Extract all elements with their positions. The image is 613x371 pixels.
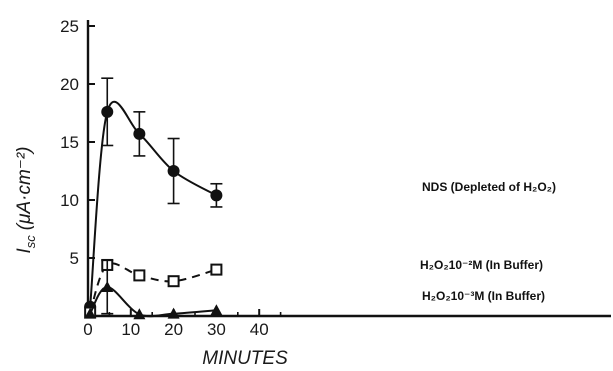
data-point xyxy=(167,307,180,319)
series-annotations: NDS (Depleted of H₂O₂) H₂O₂10⁻²M (In Buf… xyxy=(420,180,556,303)
data-point xyxy=(167,165,180,177)
series-label-nds: NDS (Depleted of H₂O₂) xyxy=(422,180,556,194)
data-point xyxy=(101,105,114,118)
data-point xyxy=(101,281,114,292)
x-tick-label: 30 xyxy=(207,320,226,339)
y-tick-label: 15 xyxy=(60,133,79,152)
y-axis-label-sub: sc xyxy=(23,235,38,249)
svg-text:Isc(μA·cm⁻²): Isc (μA·cm⁻²) xyxy=(14,146,38,253)
data-point xyxy=(167,275,180,288)
data-point xyxy=(210,189,223,202)
y-ticks: 5 10 15 20 25 xyxy=(60,17,95,268)
y-axis-label-main: I xyxy=(14,248,35,254)
data-point xyxy=(210,304,223,316)
series-label-h2o2-1e-3: H₂O₂10⁻³M (In Buffer) xyxy=(422,289,545,303)
data-point xyxy=(133,308,146,320)
x-tick-label: 20 xyxy=(164,320,183,339)
y-tick-label: 25 xyxy=(60,17,79,36)
series-layer xyxy=(84,77,223,320)
y-tick-label: 5 xyxy=(70,249,79,268)
data-point xyxy=(84,307,97,319)
x-tick-label: 40 xyxy=(250,320,269,339)
y-axis-label-rest: (μA·cm⁻²) xyxy=(14,146,35,230)
x-tick-label: 10 xyxy=(121,320,140,339)
x-tick-label: 0 xyxy=(83,320,92,339)
x-axis-label: MINUTES xyxy=(202,348,288,369)
data-point xyxy=(210,263,223,276)
series-2 xyxy=(84,259,223,320)
data-point xyxy=(133,269,146,282)
y-axis-label: Isc (μA·cm⁻²) xyxy=(14,146,38,253)
y-tick-label: 20 xyxy=(60,75,79,94)
data-point xyxy=(133,127,146,140)
y-tick-label: 10 xyxy=(60,191,79,210)
series-label-h2o2-1e-2: H₂O₂10⁻²M (In Buffer) xyxy=(420,258,543,272)
series-0 xyxy=(84,77,223,313)
